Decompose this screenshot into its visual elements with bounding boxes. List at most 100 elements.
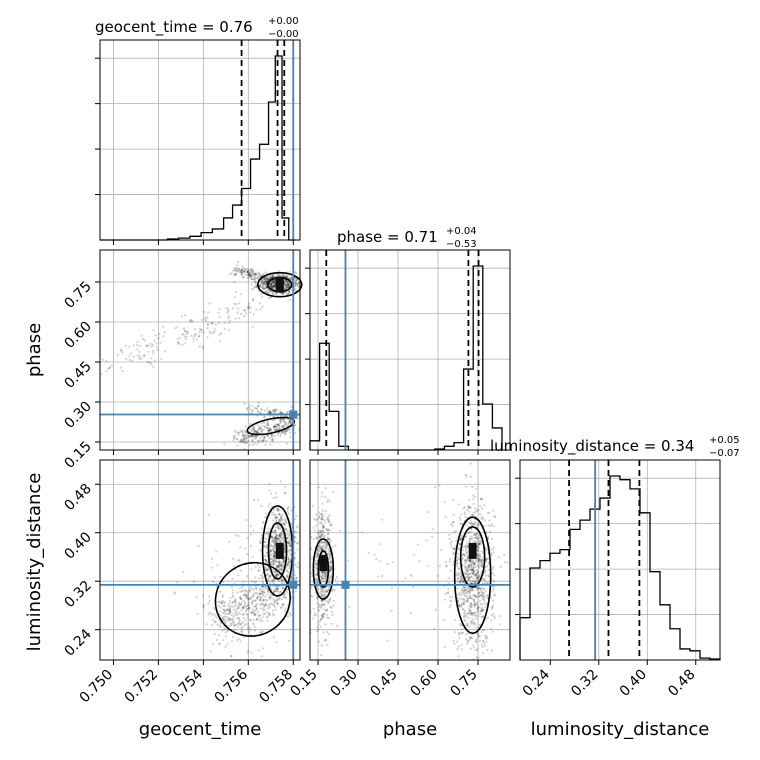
sample-point [316, 588, 319, 591]
sample-point [294, 536, 297, 539]
sample-point [146, 360, 149, 363]
sample-point [319, 590, 322, 593]
sample-point [469, 475, 473, 478]
sample-point [208, 595, 211, 598]
sample-point [230, 272, 233, 275]
sample-point [287, 283, 290, 286]
sample-point [219, 340, 222, 343]
sample-point [230, 623, 233, 626]
sample-point [272, 284, 275, 288]
sample-point [271, 548, 275, 551]
sample-point [271, 419, 274, 422]
sample-point [268, 596, 271, 599]
sample-point [268, 574, 271, 577]
sample-point [324, 495, 327, 498]
sample-point [249, 610, 253, 613]
sample-point [272, 286, 275, 289]
sample-point [391, 561, 394, 564]
sample-point [262, 288, 265, 291]
xlabel-luminosity_distance: luminosity_distance [531, 719, 710, 740]
sample-point [265, 604, 268, 607]
sample-point [234, 599, 237, 602]
sample-point [278, 563, 281, 566]
sample-point [318, 549, 321, 553]
sample-point [465, 485, 468, 488]
sample-point [268, 483, 271, 486]
sample-point [467, 505, 470, 509]
sample-point [152, 343, 155, 346]
sample-point [253, 592, 256, 596]
sample-point [181, 333, 184, 336]
sample-point [274, 425, 277, 428]
sample-point [315, 567, 318, 570]
sample-point [231, 636, 234, 639]
sample-point [474, 581, 477, 584]
sample-point [278, 539, 281, 542]
sample-point [268, 410, 271, 413]
sample-point [248, 403, 251, 406]
ylabel-phase: phase [24, 323, 45, 377]
sample-point [278, 564, 282, 568]
sample-point [476, 509, 479, 512]
sample-point [232, 608, 235, 611]
sample-point [271, 609, 274, 612]
sample-point [205, 623, 208, 626]
sample-point [260, 293, 263, 296]
sample-point [276, 423, 279, 426]
sample-point [262, 282, 265, 285]
sample-point [274, 589, 277, 592]
sample-point [253, 435, 256, 438]
sample-point [315, 513, 318, 516]
sample-point [269, 285, 273, 288]
sample-point [209, 650, 212, 653]
sample-point [249, 422, 252, 425]
sample-point [240, 271, 243, 274]
sample-point [276, 523, 279, 526]
sample-point [448, 560, 451, 563]
sample-point [257, 289, 260, 293]
sample-point [447, 576, 450, 580]
sample-point [444, 560, 447, 564]
sample-point [138, 357, 141, 360]
sample-point [233, 273, 236, 276]
sample-point [222, 611, 225, 615]
sample-point [259, 411, 262, 414]
sample-point [222, 605, 225, 608]
sample-point [449, 596, 452, 599]
sample-point [239, 430, 242, 433]
sample-point [237, 559, 240, 562]
sample-point [321, 523, 324, 526]
sample-point [285, 411, 288, 414]
sample-point [330, 610, 333, 613]
sample-point [221, 629, 224, 632]
sample-point [269, 554, 272, 557]
sample-point [207, 513, 211, 516]
sample-point [265, 285, 268, 288]
sample-point [249, 275, 252, 278]
sample-point [253, 280, 256, 283]
sample-point [289, 561, 292, 564]
sample-point [225, 608, 228, 612]
sample-point [258, 540, 262, 543]
sample-point [284, 596, 287, 600]
sample-point [461, 589, 465, 592]
sample-point [272, 530, 275, 534]
sample-point [260, 631, 263, 634]
sample-point [272, 553, 275, 556]
sample-point [294, 590, 297, 593]
sample-point [260, 585, 263, 588]
sample-point [274, 540, 277, 543]
sample-point [185, 335, 188, 338]
sample-point [315, 518, 318, 522]
sample-point [238, 302, 241, 305]
sample-point [268, 437, 271, 440]
sample-point [477, 594, 480, 598]
sample-point [332, 604, 335, 607]
sample-point [287, 540, 290, 543]
sample-point [290, 509, 293, 512]
sample-point [176, 581, 179, 584]
sample-point [483, 606, 487, 609]
sample-point [224, 631, 227, 634]
sample-point [259, 426, 262, 429]
sample-point [279, 432, 282, 435]
